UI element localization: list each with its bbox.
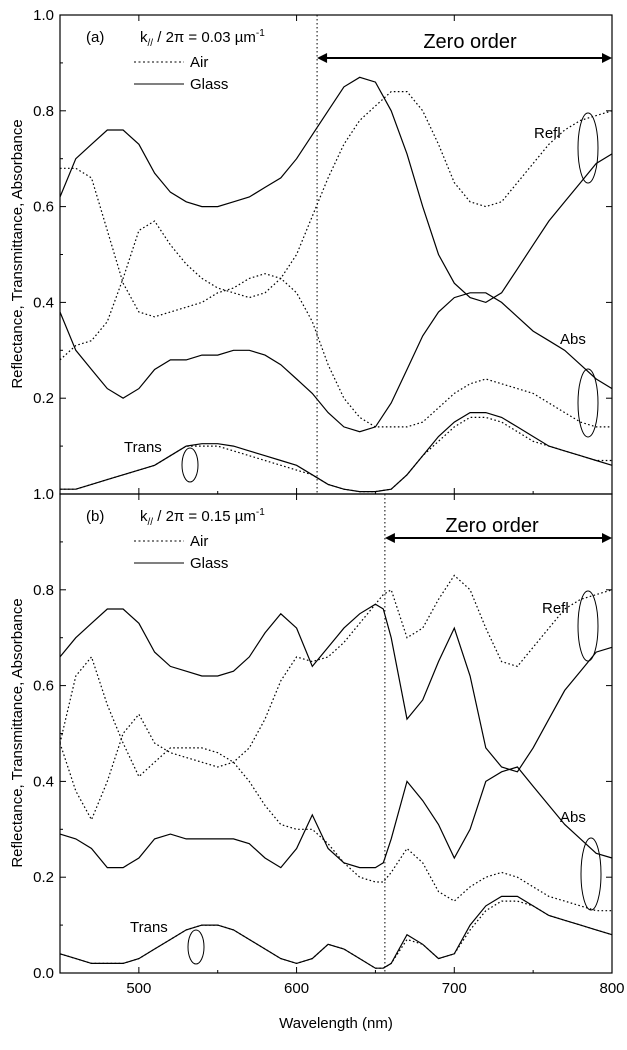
panel-a-y-tick-label: 0.8 [33,103,54,120]
panel-b-glass-abs-line [59,766,613,869]
panel-b-label: (b) [86,508,104,525]
y-axis-title-b: Reflectance, Transmittance, Absorbance [9,598,26,867]
panel-b-legend-air: Air [190,533,208,550]
panel-b-arrow-head-left [384,533,395,543]
panel-a-trans-ellipse [181,447,199,483]
panel-b-arrow-head-right [602,533,612,543]
panel-a-y-tick-label: 0.6 [33,199,54,216]
panel-a-glass-abs-line [59,292,613,433]
panel-b-air-abs-line [59,655,612,912]
panel-a-y-tick-label: 0.2 [33,390,54,407]
panel-a: 0.2 0.4 0.6 0.8 1.0 1.0 Zero order (a) k// / … [33,7,613,503]
panel-b-zero-order-arrow [384,533,612,543]
panel-b-y-tick-label: 0.8 [33,582,54,599]
panel-a-zero-order-arrow [317,53,612,63]
panel-b-y-tick-label: 0.2 [33,869,54,886]
y-axis-title-a: Reflectance, Transmittance, Absorbance [9,119,26,388]
panel-a-k-label: k// / 2π = 0.03 µm-1 [140,28,265,49]
panel-a-arrow-head-right [602,53,612,63]
panel-b-y-tick-label: 0.0 [33,965,54,982]
panel-b-glass-trans-line [59,895,613,969]
panel-a-y-tick-label: 0.4 [33,294,54,311]
panel-b-series [59,574,613,969]
panel-a-legend-glass: Glass [190,76,228,93]
panel-a-air-abs-line [60,167,612,428]
panel-a-arrow-head-left [317,53,328,63]
x-axis-title: Wavelength (nm) [279,1015,393,1032]
panel-b: 0.0 0.2 0.4 0.6 0.8 500 600 700 800 Zero order (… [33,493,625,997]
panel-b-frame [59,493,613,974]
panel-a-abs-ellipse [577,368,599,438]
panel-b-annot-abs: Abs [560,809,586,826]
panel-a-bottom-tick-label: 1.0 [33,486,54,503]
panel-a-zero-order-label: Zero order [423,31,517,53]
panel-a-air-refl-line [59,91,613,361]
panel-b-abs-ellipse [580,837,602,911]
panel-a-frame [59,14,613,495]
panel-b-annot-trans: Trans [130,919,168,936]
panel-a-annot-trans: Trans [124,439,162,456]
panel-b-glass-refl-line [59,603,613,773]
panel-b-x-tick-label: 700 [442,980,467,997]
panel-a-glass-trans-line [60,412,613,493]
panel-a-glass-refl-line [59,76,613,304]
panel-b-y-tick-label: 0.6 [33,678,54,695]
panel-b-legend-glass: Glass [190,555,228,572]
panel-a-y-tick-label: 1.0 [33,7,54,24]
panel-b-x-tick-label: 800 [599,980,624,997]
panel-b-refl-ellipse [577,590,599,662]
panel-a-ticks: 0.2 0.4 0.6 0.8 1.0 1.0 [33,7,612,503]
panel-a-refl-ellipse [577,112,599,184]
panel-b-trans-ellipse [187,929,205,965]
panel-b-x-tick-label: 500 [126,980,151,997]
panel-b-zero-order-label: Zero order [445,515,539,537]
panel-b-x-tick-label: 600 [284,980,309,997]
panel-b-y-tick-label: 0.4 [33,773,54,790]
panel-a-annot-abs: Abs [560,331,586,348]
panel-a-annot-refl: Refl [534,125,561,142]
panel-a-label: (a) [86,29,104,46]
panel-b-annot-refl: Refl [542,600,569,617]
panel-b-ticks: 0.0 0.2 0.4 0.6 0.8 500 600 700 800 [33,494,625,997]
panel-a-legend-air: Air [190,54,208,71]
panel-a-series [59,76,613,493]
panel-b-air-refl-line [59,574,613,822]
panel-b-k-label: k// / 2π = 0.15 µm-1 [140,507,265,528]
